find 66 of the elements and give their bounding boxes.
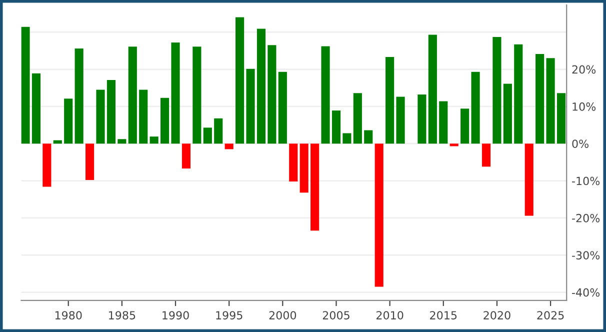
- bar: [492, 36, 502, 144]
- x-tick-label: 2025: [537, 311, 564, 320]
- bar: [374, 144, 384, 287]
- bar: [342, 133, 352, 144]
- bar: [96, 90, 105, 144]
- x-tick-label: 1990: [162, 311, 189, 320]
- x-tick-label: 1995: [216, 311, 242, 320]
- bar: [310, 144, 320, 231]
- x-tick-label: 1980: [55, 311, 82, 320]
- bar: [224, 144, 234, 150]
- bar: [396, 96, 405, 144]
- bar: [21, 26, 30, 144]
- bar: [514, 44, 523, 144]
- bar: [236, 17, 244, 144]
- bar: [524, 144, 534, 216]
- bar: [428, 34, 437, 144]
- bar: [471, 72, 480, 144]
- bar: [536, 54, 544, 144]
- bar: [203, 128, 212, 144]
- bar: [64, 98, 73, 144]
- bar: [246, 68, 255, 144]
- bar: [106, 80, 116, 144]
- bar: [268, 45, 276, 144]
- x-tick-label: 2000: [269, 311, 296, 320]
- bar: [160, 98, 170, 144]
- bar: [546, 58, 555, 144]
- bar: [364, 130, 373, 144]
- bar: [556, 93, 566, 144]
- bar: [32, 73, 40, 144]
- bar: [332, 110, 341, 144]
- bar: [42, 144, 52, 187]
- x-tick-label: 2020: [484, 311, 510, 320]
- bar: [450, 144, 458, 146]
- y-tick-label: -20%: [572, 214, 600, 222]
- bar: [182, 144, 191, 169]
- bar: [386, 57, 394, 144]
- bar: [86, 144, 94, 180]
- bar: [256, 28, 266, 144]
- x-tick-label: 2015: [430, 311, 457, 320]
- bar: [74, 48, 84, 144]
- bar: [460, 108, 470, 144]
- y-tick-label: 10%: [572, 102, 596, 111]
- bar: [192, 46, 202, 144]
- y-tick-label: -30%: [572, 251, 600, 260]
- y-tick-label: -10%: [572, 176, 600, 186]
- bar: [439, 101, 448, 144]
- bar: [150, 136, 158, 144]
- bar: [300, 144, 308, 193]
- bar: [171, 42, 180, 144]
- x-tick-label: 1985: [109, 311, 136, 320]
- y-tick-label: 20%: [572, 65, 596, 74]
- x-tick-label: 2010: [376, 311, 404, 320]
- bar: [289, 144, 298, 182]
- bar: [278, 72, 287, 144]
- bar: [128, 46, 137, 144]
- bar: [418, 94, 426, 144]
- x-tick-label: 2005: [322, 311, 350, 320]
- bar: [139, 90, 148, 144]
- y-tick-label: -40%: [572, 288, 600, 297]
- y-tick-label: 0%: [572, 140, 588, 148]
- bar: [503, 84, 512, 144]
- bar: [118, 139, 126, 144]
- bar: [214, 118, 223, 144]
- bar: [482, 144, 491, 167]
- bar: [353, 93, 362, 144]
- bar: [321, 46, 330, 144]
